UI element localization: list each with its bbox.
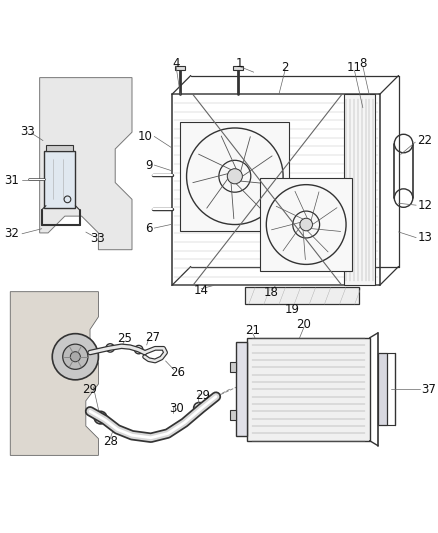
Text: 4: 4 bbox=[172, 57, 180, 70]
Text: 33: 33 bbox=[90, 232, 105, 245]
Text: 13: 13 bbox=[417, 231, 432, 244]
Text: 30: 30 bbox=[169, 402, 184, 415]
Text: 11: 11 bbox=[347, 61, 362, 75]
Text: 27: 27 bbox=[145, 330, 159, 343]
Bar bbox=[230, 361, 236, 372]
Bar bbox=[378, 353, 387, 425]
Text: 14: 14 bbox=[194, 284, 209, 297]
Bar bbox=[230, 410, 236, 420]
Bar bbox=[247, 338, 370, 441]
Circle shape bbox=[227, 169, 242, 184]
Text: 37: 37 bbox=[421, 383, 436, 396]
Polygon shape bbox=[40, 78, 132, 250]
Text: 28: 28 bbox=[103, 435, 118, 448]
Text: 1: 1 bbox=[235, 57, 243, 70]
Text: 6: 6 bbox=[145, 222, 153, 235]
Text: 29: 29 bbox=[195, 389, 210, 402]
Bar bbox=[180, 122, 290, 231]
Text: 18: 18 bbox=[264, 286, 279, 300]
Bar bbox=[46, 145, 73, 151]
Bar bbox=[244, 287, 359, 304]
Bar bbox=[175, 66, 185, 70]
Text: 26: 26 bbox=[170, 366, 185, 379]
Bar bbox=[344, 94, 375, 285]
Text: 8: 8 bbox=[359, 57, 367, 70]
Text: 25: 25 bbox=[117, 332, 132, 345]
Text: 22: 22 bbox=[417, 134, 432, 147]
Circle shape bbox=[300, 218, 312, 231]
Circle shape bbox=[70, 352, 80, 362]
Text: 33: 33 bbox=[20, 125, 35, 138]
Text: 19: 19 bbox=[285, 303, 300, 316]
Polygon shape bbox=[10, 292, 99, 455]
Text: 12: 12 bbox=[417, 199, 432, 212]
Bar bbox=[172, 94, 380, 285]
Bar bbox=[44, 151, 75, 208]
Text: 20: 20 bbox=[297, 318, 311, 331]
Text: 9: 9 bbox=[145, 159, 153, 172]
Text: 2: 2 bbox=[282, 61, 289, 74]
Text: 21: 21 bbox=[245, 324, 260, 337]
Bar bbox=[260, 179, 352, 271]
Text: 29: 29 bbox=[82, 383, 98, 395]
Text: 32: 32 bbox=[4, 227, 19, 240]
Text: 31: 31 bbox=[4, 174, 19, 187]
Text: 10: 10 bbox=[138, 130, 153, 143]
Bar bbox=[236, 342, 247, 437]
Circle shape bbox=[63, 344, 88, 369]
Circle shape bbox=[52, 334, 99, 380]
Bar bbox=[233, 66, 244, 70]
